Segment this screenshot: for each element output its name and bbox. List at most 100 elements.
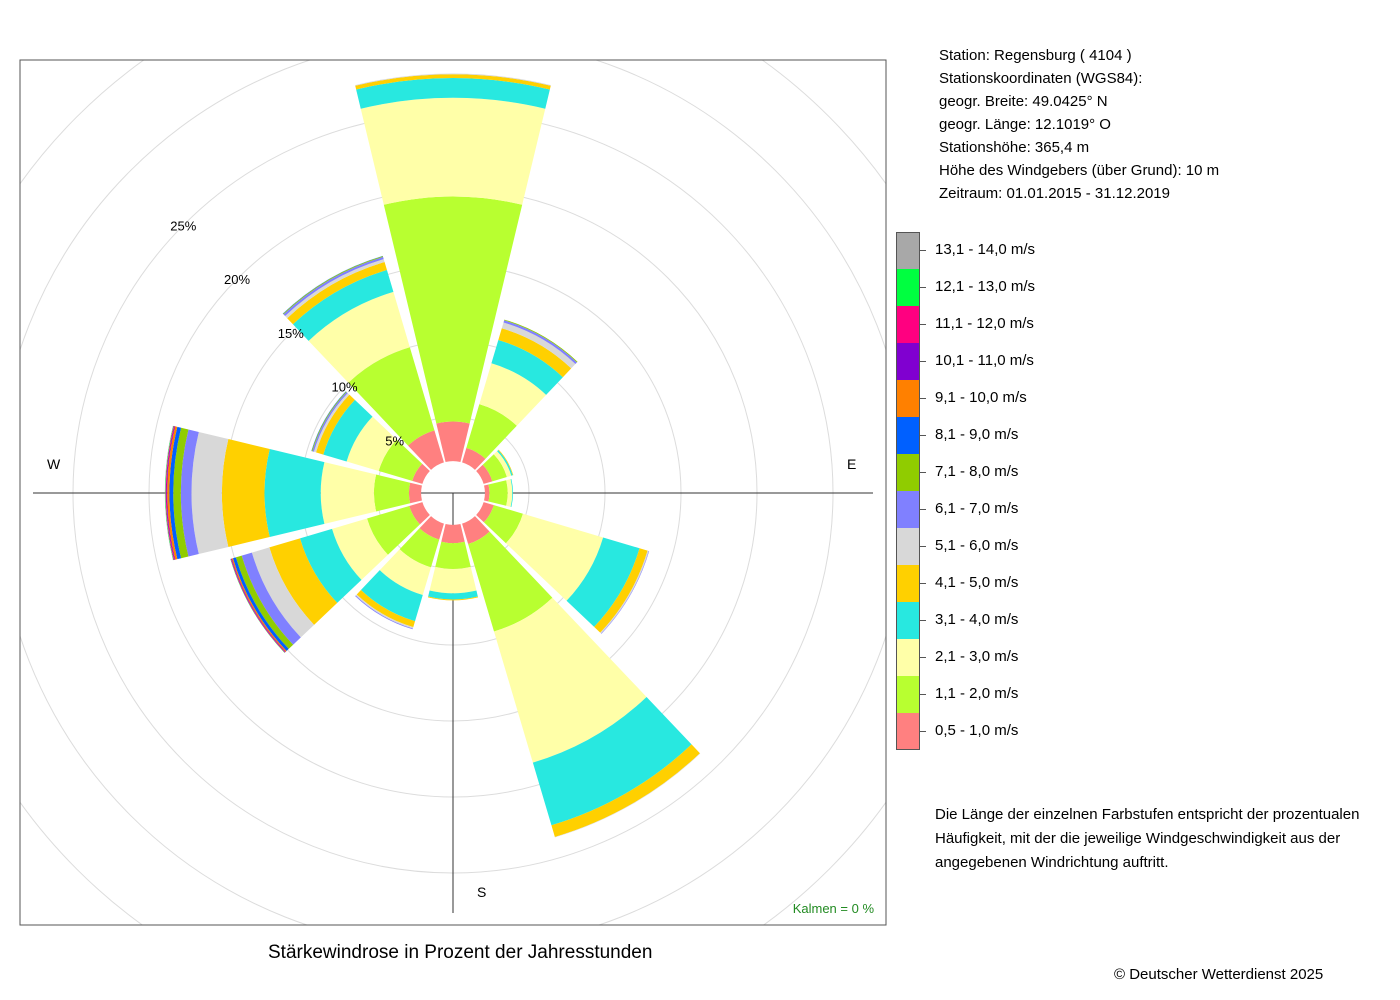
sector-270-class-3 [320,462,377,524]
sector-210-class-3 [379,549,431,596]
sector-240-class-8 [235,555,294,649]
legend-item: 11,1 - 12,0 m/s [896,306,1096,343]
sector-270-class-13 [165,425,174,561]
compass-label-east: E [847,456,856,472]
sector-300-class-5 [316,394,355,455]
legend-label: 0,5 - 1,0 m/s [935,722,1019,739]
sector-120-class-5 [594,548,648,633]
radial-tick-labels: 5% 10% 15% 20% 25% [170,218,404,448]
sector-240-class-5 [269,538,338,625]
sector-0-class-5 [355,74,551,90]
station-latitude: geogr. Breite: 49.0425° N [939,93,1108,110]
note-line-2: Häufigkeit, mit der die jeweilige Windge… [935,830,1341,847]
sector-240-class-2 [367,505,420,555]
legend-tick [920,546,926,547]
sector-300-class-6 [313,393,350,453]
legend-swatch [896,269,920,306]
sector-30-class-5 [498,328,572,378]
legend-label: 7,1 - 8,0 m/s [935,463,1019,480]
legend-swatch [896,491,920,528]
legend-item: 5,1 - 6,0 m/s [896,528,1096,565]
legend-swatch [896,454,920,491]
station-info: Station: Regensburg ( 4104 ) Stationskoo… [939,44,1219,205]
sector-0-class-4 [356,78,550,109]
sector-90-class-3 [506,479,513,507]
station-coords-heading: Stationskoordinaten (WGS84): [939,70,1143,87]
sector-300-class-4 [323,399,373,462]
sector-30-class-7 [503,320,577,364]
sector-180-class-4 [428,590,478,600]
legend-swatch [896,343,920,380]
sector-180-class-1 [441,524,465,544]
sector-270-class-7 [180,429,199,557]
legend-swatch [896,306,920,343]
legend-label: 11,1 - 12,0 m/s [935,315,1034,332]
sector-30-class-6 [501,322,576,369]
legend-tick [920,472,926,473]
legend-tick [920,620,926,621]
legend-item: 1,1 - 2,0 m/s [896,676,1096,713]
sector-210-class-2 [399,528,440,568]
legend-swatch [896,417,920,454]
anemometer-height: Höhe des Windgebers (über Grund): 10 m [939,162,1220,179]
sector-30-class-4 [491,339,563,395]
legend-tick [920,694,926,695]
explanation-note: Die Länge der einzelnen Farbstufen entsp… [935,803,1359,875]
legend-swatch [896,380,920,417]
sector-270-class-8 [173,427,189,559]
sector-240-class-6 [251,547,315,638]
wind-rose-chart: 5% 10% 15% 20% 25% W E S Kalmen = 0 % [19,59,887,926]
sector-30-class-2 [466,404,517,459]
sector-120-class-3 [505,513,604,601]
sector-330-class-1 [408,430,444,470]
sector-270-class-4 [264,449,325,537]
compass-label-west: W [47,456,61,472]
sector-120-class-1 [476,502,494,523]
legend-label: 9,1 - 10,0 m/s [935,389,1027,406]
sector-180-class-2 [435,541,471,569]
legend-label: 6,1 - 7,0 m/s [935,500,1019,517]
sector-330-class-2 [348,347,435,446]
sector-60-class-1 [476,464,493,484]
legend-label: 3,1 - 4,0 m/s [935,611,1019,628]
station-elevation: Stationshöhe: 365,4 m [939,139,1090,156]
sector-30-class-1 [462,447,486,470]
legend-label: 1,1 - 2,0 m/s [935,685,1019,702]
legend-item: 13,1 - 14,0 m/s [896,232,1096,269]
sector-60-class-3 [493,451,512,478]
sector-270-class-9 [169,426,182,560]
legend-tick [920,435,926,436]
sector-180-class-5 [427,596,479,601]
legend-swatch [896,713,920,750]
station-name: Station: Regensburg ( 4104 ) [939,47,1132,64]
radial-tick-label-4: 20% [224,272,250,287]
radial-tick-label-5: 25% [170,218,196,233]
legend-item: 3,1 - 4,0 m/s [896,602,1096,639]
legend-tick [920,324,926,325]
legend-item: 4,1 - 5,0 m/s [896,565,1096,602]
legend-item: 7,1 - 8,0 m/s [896,454,1096,491]
legend-item: 0,5 - 1,0 m/s [896,713,1096,750]
legend-swatch [896,602,920,639]
legend-label: 8,1 - 9,0 m/s [935,426,1019,443]
sector-300-class-1 [412,463,430,484]
sector-240-class-1 [409,502,430,525]
sector-150-class-2 [468,531,553,632]
legend-tick [920,583,926,584]
compass-label-south: S [477,884,486,900]
time-period: Zeitraum: 01.01.2015 - 31.12.2019 [939,185,1170,202]
legend-label: 2,1 - 3,0 m/s [935,648,1019,665]
sector-90-class-1 [484,484,490,502]
legend-tick [920,657,926,658]
sector-270-class-14 [164,425,174,561]
wind-sectors [164,73,701,838]
legend-tick [920,398,926,399]
sector-240-class-9 [232,557,289,651]
legend-tick [920,731,926,732]
sector-150-class-5 [551,744,700,837]
plot-frame [19,59,887,926]
legend-item: 8,1 - 9,0 m/s [896,417,1096,454]
legend-item: 10,1 - 11,0 m/s [896,343,1096,380]
sector-270-class-1 [408,482,422,504]
radial-tick-label-1: 5% [385,433,404,448]
